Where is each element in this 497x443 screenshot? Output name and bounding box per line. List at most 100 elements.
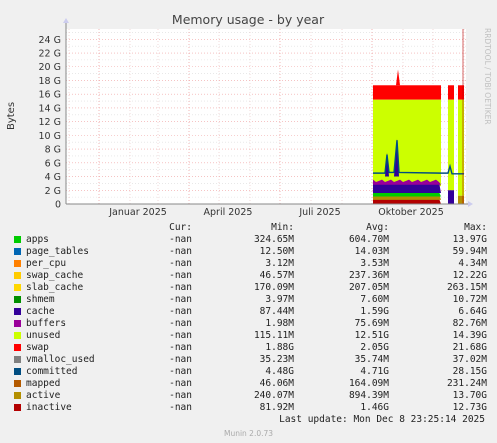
legend-max-value: 37.02M [452, 354, 487, 365]
committed-line [373, 140, 442, 174]
buffers-area [373, 179, 441, 185]
legend-avg-value: 2.05G [360, 342, 389, 353]
legend-cur-value: -nan [169, 390, 192, 401]
legend-row-shmem: shmem -nan 3.97M 7.60M 10.72M [0, 294, 497, 306]
legend-row-vmalloc-used: vmalloc_used -nan 35.23M 35.74M 37.02M [0, 354, 497, 366]
legend-avg-value: 75.69M [354, 318, 389, 329]
unused-area [373, 99, 441, 187]
avg-header: Avg: [366, 222, 389, 233]
legend-min-value: 1.98M [265, 318, 294, 329]
max-header: Max: [464, 222, 487, 233]
legend-cur-value: -nan [169, 282, 192, 293]
y-tick-label: 18 G [39, 76, 61, 87]
cache-area-fragment [448, 190, 454, 204]
legend-label: page_tables [26, 246, 89, 257]
legend-max-value: 10.72M [452, 294, 487, 305]
legend-label: active [26, 390, 61, 401]
rrdtool-watermark: RRDTOOL / TOBI OETIKER [483, 28, 492, 125]
cache-area [373, 182, 441, 194]
last-update: Last update: Mon Dec 8 23:25:14 2025 [279, 414, 485, 425]
legend-max-value: 231.24M [446, 378, 487, 389]
legend-swatch [14, 248, 21, 255]
y-tick-label: 20 G [39, 62, 61, 73]
legend-label: vmalloc_used [26, 354, 95, 365]
cache-spike [385, 152, 389, 177]
legend-swatch [14, 260, 21, 267]
swap-area-fragment [458, 85, 464, 100]
legend-row-active: active -nan 240.07M 894.39M 13.70G [0, 390, 497, 402]
x-tick-label: April 2025 [204, 207, 253, 218]
y-tick-label: 12 G [39, 117, 61, 128]
x-axis-arrow [468, 201, 473, 207]
y-tick-label: 6 G [45, 158, 61, 169]
legend-max-value: 13.70G [452, 390, 487, 401]
legend-cur-value: -nan [169, 306, 192, 317]
legend-swatch [14, 392, 21, 399]
legend-swatch [14, 368, 21, 375]
legend-min-value: 81.92M [259, 402, 294, 413]
legend-min-value: 115.11M [253, 330, 294, 341]
legend-swatch [14, 284, 21, 291]
y-tick-label: 24 G [39, 35, 61, 46]
legend-row-cache: cache -nan 87.44M 1.59G 6.64G [0, 306, 497, 318]
legend-min-value: 3.97M [265, 294, 294, 305]
legend-swatch [14, 236, 21, 243]
cache-spike [394, 138, 399, 177]
legend-min-value: 1.88G [265, 342, 294, 353]
legend-swatch [14, 380, 21, 387]
legend-max-value: 82.76M [452, 318, 487, 329]
legend-max-value: 4.34M [458, 258, 487, 269]
legend-avg-value: 1.46G [360, 402, 389, 413]
legend-avg-value: 237.36M [348, 270, 389, 281]
active-area-fragment [458, 195, 464, 204]
legend-cur-value: -nan [169, 234, 192, 245]
memory-usage-chart: Memory usage - by year Bytes RRDTOOL / T… [6, 12, 492, 218]
legend-avg-value: 3.53M [360, 258, 389, 269]
legend-row-page-tables: page_tables -nan 12.50M 14.03M 59.94M [0, 246, 497, 258]
legend-max-value: 263.15M [446, 282, 487, 293]
swap-spike [396, 69, 400, 86]
unused-area-fragment [448, 99, 454, 191]
legend-cur-value: -nan [169, 366, 192, 377]
legend-cur-value: -nan [169, 378, 192, 389]
legend-row-inactive: inactive -nan 81.92M 1.46G 12.73G [0, 402, 497, 414]
legend-row-unused: unused -nan 115.11M 12.51G 14.39G [0, 330, 497, 342]
legend-row-slab-cache: slab_cache -nan 170.09M 207.05M 263.15M [0, 282, 497, 294]
legend-avg-value: 164.09M [348, 378, 389, 389]
cur-header: Cur: [169, 222, 192, 233]
legend-avg-value: 14.03M [354, 246, 389, 257]
legend-cur-value: -nan [169, 402, 192, 413]
y-tick-label: 14 G [39, 103, 61, 114]
legend-label: apps [26, 234, 49, 245]
chart-title: Memory usage - by year [172, 12, 325, 27]
legend-avg-value: 12.51G [354, 330, 389, 341]
legend-header: Cur: Min: Avg: Max: [0, 222, 497, 234]
legend-max-value: 59.94M [452, 246, 487, 257]
munin-version: Munin 2.0.73 [223, 429, 274, 438]
legend-min-value: 240.07M [253, 390, 294, 401]
unused-area-fragment [458, 99, 464, 196]
y-tick-label: 0 [55, 200, 61, 211]
legend-label: mapped [26, 378, 61, 389]
min-header: Min: [271, 222, 294, 233]
legend-cur-value: -nan [169, 342, 192, 353]
legend-label: unused [26, 330, 61, 341]
legend-min-value: 35.23M [259, 354, 294, 365]
legend-swatch [14, 356, 21, 363]
x-tick-label: Januar 2025 [108, 207, 167, 218]
legend-row-mapped: mapped -nan 46.06M 164.09M 231.24M [0, 378, 497, 390]
legend-label: swap [26, 342, 49, 353]
legend-label: committed [26, 366, 78, 377]
legend-max-value: 21.68G [452, 342, 487, 353]
legend-swatch [14, 320, 21, 327]
legend-label: swap_cache [26, 270, 84, 281]
y-tick-label: 16 G [39, 90, 61, 101]
legend-cur-value: -nan [169, 318, 192, 329]
legend-min-value: 170.09M [253, 282, 294, 293]
legend-row-apps: apps -nan 324.65M 604.70M 13.97G [0, 234, 497, 246]
legend-avg-value: 604.70M [348, 234, 389, 245]
legend-min-value: 46.57M [259, 270, 294, 281]
y-axis-label: Bytes [6, 102, 17, 130]
legend-row-committed: committed -nan 4.48G 4.71G 28.15G [0, 366, 497, 378]
legend-cur-value: -nan [169, 258, 192, 269]
